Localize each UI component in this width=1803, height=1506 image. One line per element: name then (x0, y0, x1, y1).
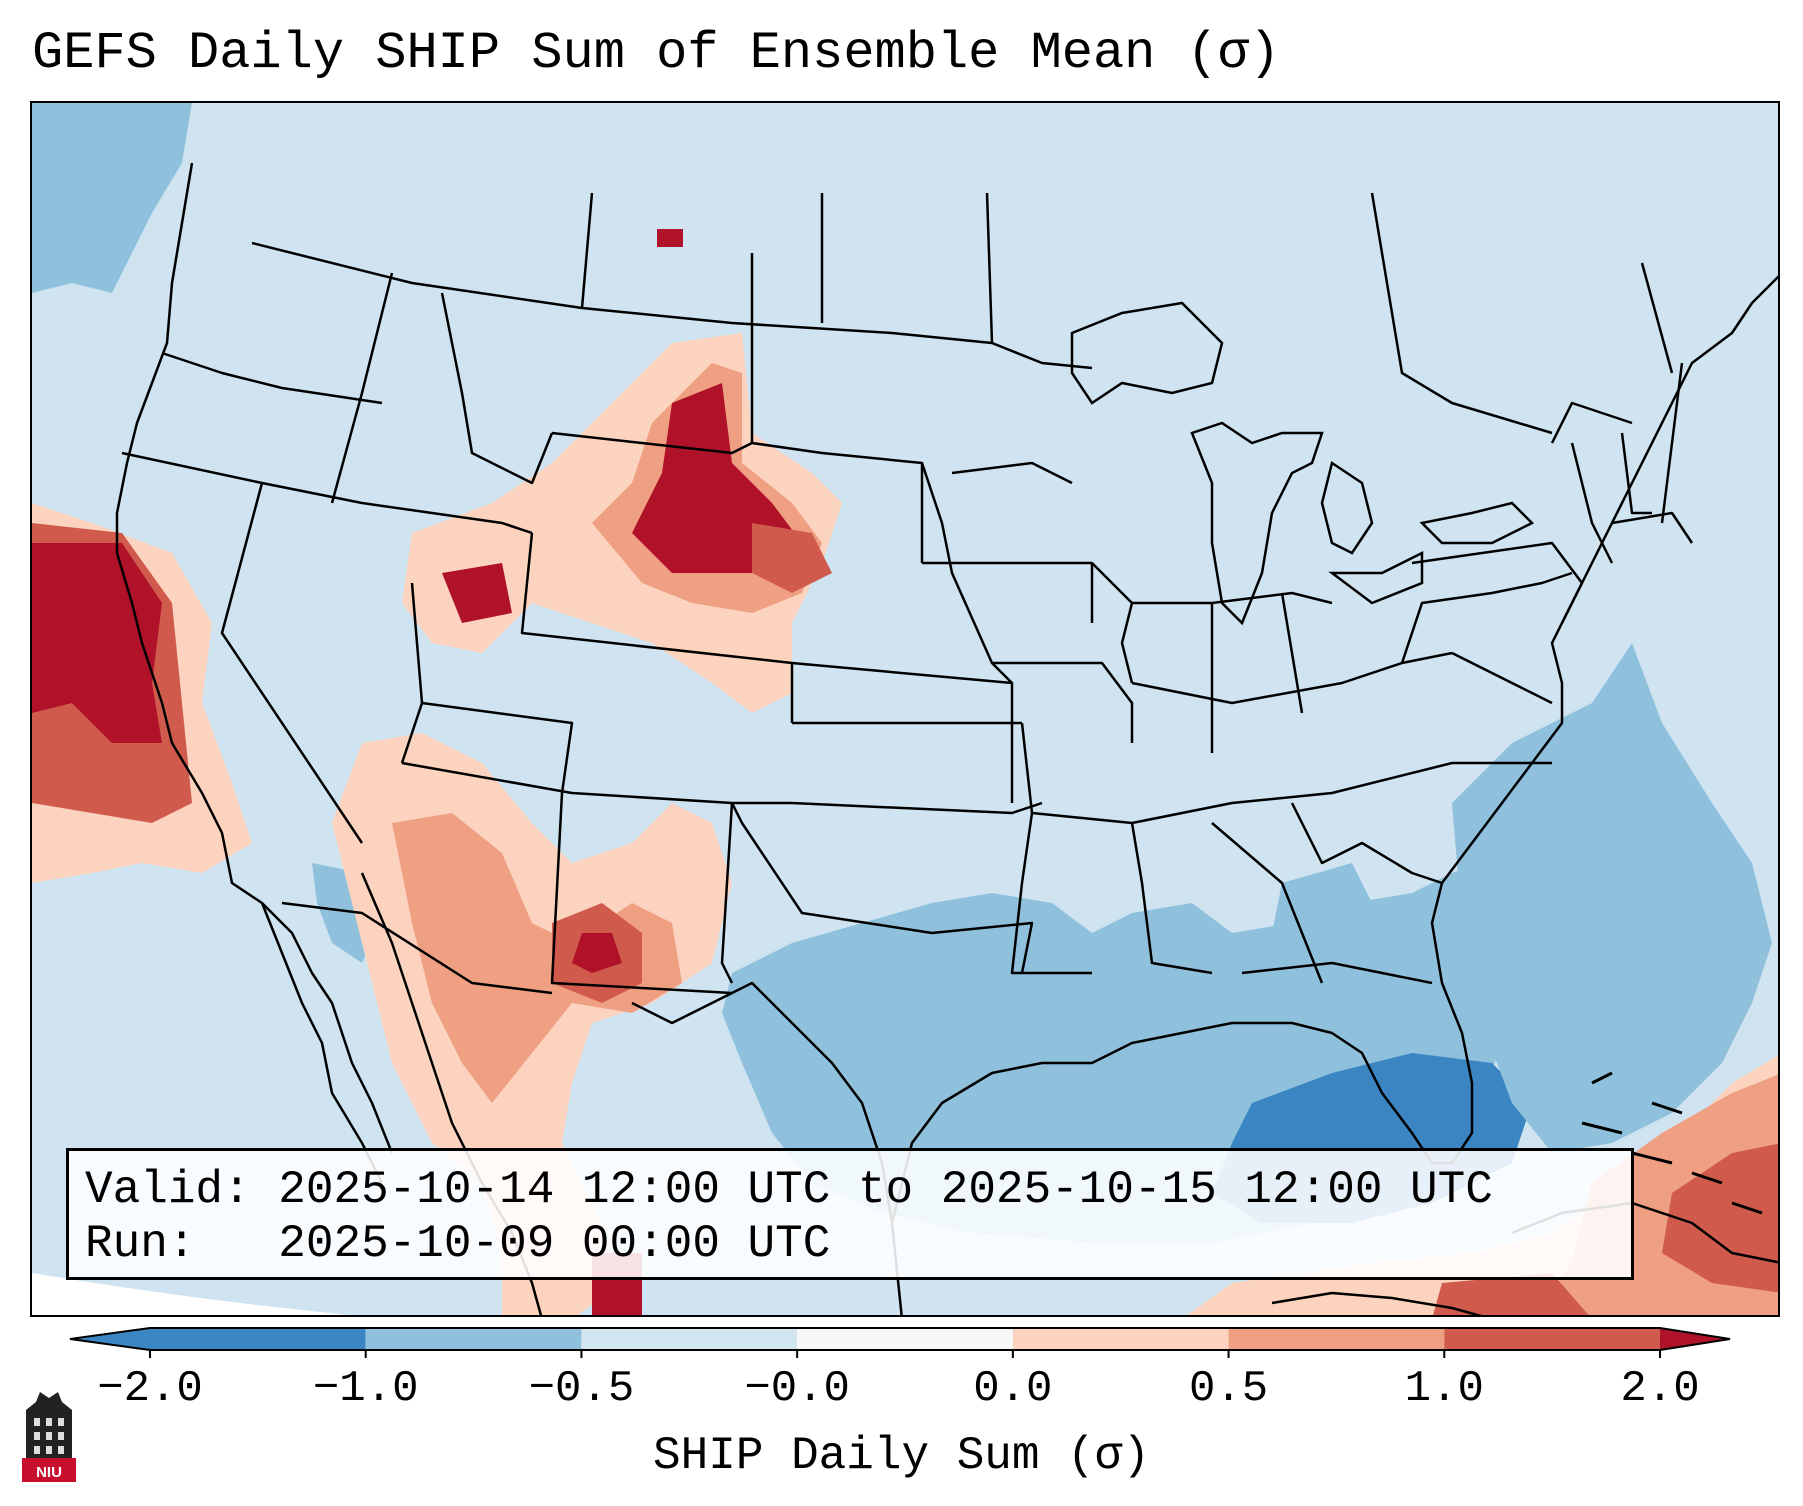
colorbar-extend-low (70, 1328, 150, 1350)
colorbar-segment (1228, 1328, 1445, 1350)
colorbar-tick-label: 1.0 (1404, 1364, 1484, 1414)
colorbar-segment (581, 1328, 798, 1350)
blue-region-atlantic (1452, 643, 1772, 1153)
colorbar-tick-label: 0.5 (1188, 1364, 1269, 1414)
colorbar-tick-label: 0.0 (973, 1364, 1053, 1414)
colorbar-extend-high (1660, 1328, 1730, 1350)
colorbar-tick-label: −2.0 (97, 1364, 203, 1414)
colorbar (69, 1327, 1731, 1358)
colorbar-segment (797, 1328, 1013, 1350)
run-time: 2025-10-09 00:00 UTC (278, 1218, 831, 1270)
colorbar-segment (1012, 1328, 1229, 1350)
colorbar-tick-label: 2.0 (1620, 1364, 1700, 1414)
colorbar-segment (150, 1328, 366, 1350)
niu-tower-logo-icon: NIU (22, 1392, 76, 1482)
colorbar-segment (1444, 1328, 1660, 1350)
red-region-northern-plains (402, 229, 842, 713)
colorbar-tick-label: −0.5 (528, 1364, 635, 1414)
blue-region-pacific-nw (32, 103, 192, 293)
valid-label: Valid: (85, 1164, 251, 1216)
map-title: GEFS Daily SHIP Sum of Ensemble Mean (σ) (32, 24, 1281, 83)
valid-time: 2025-10-14 12:00 UTC to 2025-10-15 12:00… (278, 1164, 1493, 1216)
colorbar-segment (365, 1328, 582, 1350)
colorbar-tick-label: −0.0 (744, 1364, 850, 1414)
islands (1581, 1071, 1763, 1215)
logo-text: NIU (36, 1464, 62, 1481)
colorbar-tick-label: −1.0 (312, 1364, 419, 1414)
valid-run-info-box: Valid: 2025-10-14 12:00 UTC to 2025-10-1… (66, 1148, 1634, 1280)
political-borders (121, 192, 1694, 995)
great-lakes (1070, 301, 1535, 626)
coastlines (115, 162, 1778, 1315)
run-label: Run: (85, 1218, 196, 1270)
ship-anomaly-map (32, 103, 1778, 1315)
colorbar-label: SHIP Daily Sum (σ) (653, 1430, 1150, 1482)
map-panel (30, 101, 1780, 1317)
red-region-southwest (332, 733, 732, 1315)
